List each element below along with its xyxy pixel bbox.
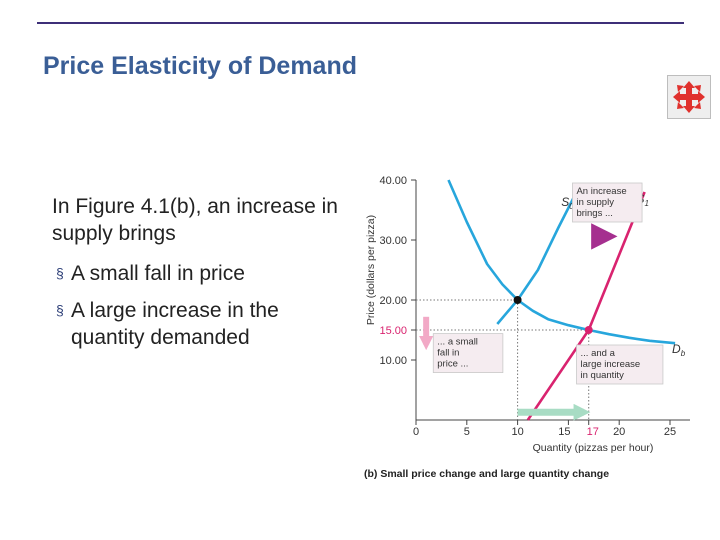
annotation-text: An increase xyxy=(576,186,626,197)
x-axis-label: Quantity (pizzas per hour) xyxy=(533,442,654,454)
bullet-text: A large increase in the quantity demande… xyxy=(71,299,279,349)
series-label-main: D xyxy=(672,342,681,356)
bullet-item: § A small fall in price xyxy=(56,260,346,287)
bullet-item: § A large increase in the quantity deman… xyxy=(56,297,346,351)
y-tick-label: 20.00 xyxy=(379,295,407,307)
slide-title: Price Elasticity of Demand xyxy=(43,52,358,80)
series-label-s0: S0 xyxy=(561,195,574,211)
bullet-text: A small fall in price xyxy=(71,262,245,285)
top-rule xyxy=(37,22,684,24)
x-tick-label: 15 xyxy=(558,426,570,438)
series-line-s0 xyxy=(496,191,578,325)
elasticity-chart: 10.00 15.00 20.00 30.00 40.00 0 5 10 15 17 20 25 Qua… xyxy=(340,160,715,490)
x-tick-label: 25 xyxy=(664,426,676,438)
series-label-sub: 0 xyxy=(569,202,574,211)
series-label-db: Db xyxy=(672,342,686,358)
series-label-main: S xyxy=(561,195,569,209)
bullet-marker: § xyxy=(56,302,64,318)
annotation-box xyxy=(572,182,643,223)
intro-text: In Figure 4.1(b), an increase in supply … xyxy=(52,195,338,245)
annotation-text: ... and a xyxy=(581,348,616,359)
series-label-sub: b xyxy=(681,349,686,358)
bullet-list: § A small fall in price § A large increa… xyxy=(56,260,346,361)
series-line-db xyxy=(447,179,676,345)
series-label-sub: 1 xyxy=(644,199,648,208)
equilibrium-point xyxy=(584,326,593,334)
move-arrows-icon xyxy=(673,81,705,113)
annotation-box xyxy=(576,344,664,385)
x-tick-label: 10 xyxy=(511,426,523,438)
series-line-s1 xyxy=(526,191,646,421)
y-axis-label: Price (dollars per pizza) xyxy=(365,215,377,325)
annotation-text: price ... xyxy=(437,359,468,370)
annotation-text: large increase xyxy=(581,359,641,370)
annotation-text: brings ... xyxy=(576,208,612,219)
y-tick-label: 15.00 xyxy=(379,325,407,337)
x-tick-label: 17 xyxy=(587,426,599,438)
annotation-text: in supply xyxy=(576,197,614,208)
y-tick-label: 40.00 xyxy=(379,175,407,187)
x-tick-label: 5 xyxy=(464,426,470,438)
equilibrium-point xyxy=(513,296,522,304)
x-tick-label: 20 xyxy=(613,426,625,438)
chart-caption: (b) Small price change and large quantit… xyxy=(364,468,609,480)
move-button[interactable] xyxy=(667,75,711,119)
annotation-text: fall in xyxy=(437,348,459,359)
annotation-box xyxy=(432,333,504,374)
y-tick-label: 30.00 xyxy=(379,235,407,247)
x-tick-label: 0 xyxy=(413,426,419,438)
annotation-text: ... a small xyxy=(437,337,478,348)
annotation-text: in quantity xyxy=(581,370,625,381)
y-tick-label: 10.00 xyxy=(379,355,407,367)
bullet-marker: § xyxy=(56,265,64,281)
